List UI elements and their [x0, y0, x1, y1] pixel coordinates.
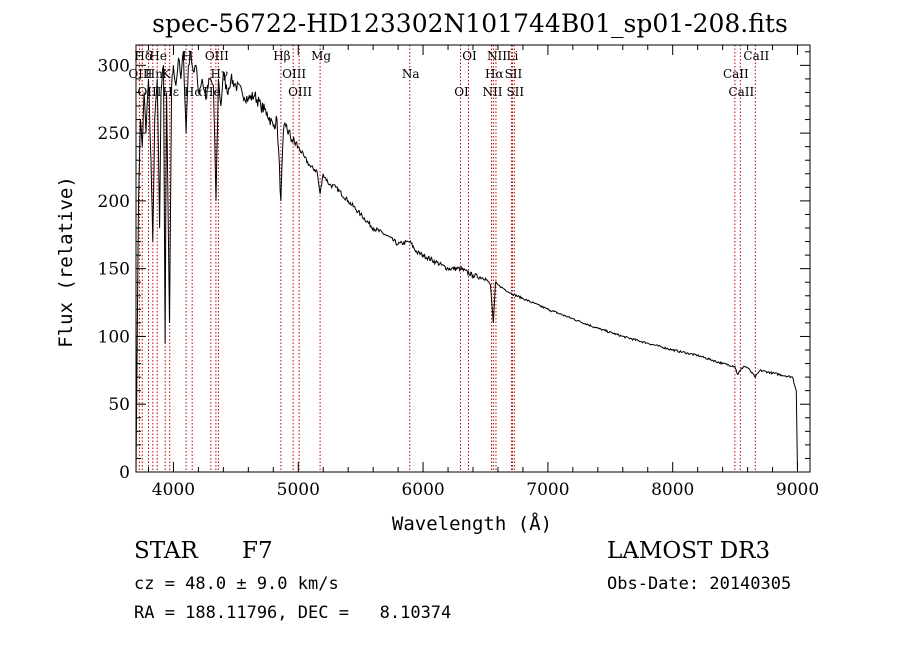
y-tick-label: 300: [98, 56, 130, 76]
line-marker-label: OI: [462, 49, 477, 63]
y-tick-label: 0: [119, 463, 130, 483]
line-marker-label: NII: [482, 85, 502, 99]
line-markers: [138, 45, 756, 472]
x-tick-label: 6000: [401, 480, 444, 500]
line-marker-label: OIII: [282, 67, 306, 81]
line-marker-label: Mg: [311, 49, 331, 63]
line-marker-label: Hβ: [273, 49, 290, 63]
x-tick-label: 4000: [152, 480, 195, 500]
line-marker-label: OIII: [128, 67, 152, 81]
line-marker-label: CaII: [743, 49, 769, 63]
y-tick-label: 100: [98, 327, 130, 347]
obs-date: Obs-Date: 20140305: [607, 574, 792, 594]
line-marker-label: CaII: [728, 85, 754, 99]
line-marker-label: OIII: [137, 85, 161, 99]
x-axis: 4000 5000 6000 7000 8000 9000: [147, 45, 819, 500]
line-marker-label: CaII: [723, 67, 749, 81]
y-tick-label: 50: [108, 395, 130, 415]
line-marker-label: Hn: [145, 67, 163, 81]
survey-name: LAMOST DR3: [607, 538, 771, 564]
chart-title: spec-56722-HD123302N101744B01_sp01-208.f…: [152, 9, 788, 38]
line-marker-label: Hγ: [211, 67, 229, 81]
y-tick-label: 250: [98, 124, 130, 144]
y-tick-label: 150: [98, 260, 130, 280]
line-marker-label: Na: [402, 67, 420, 81]
line-marker-label: OIII: [205, 49, 229, 63]
line-marker-label: SII: [505, 67, 523, 81]
line-marker-label: Hδ: [134, 49, 152, 63]
line-marker-label: NII: [487, 49, 507, 63]
line-marker-label: Hα: [485, 67, 504, 81]
x-tick-label: 8000: [651, 480, 694, 500]
line-marker-label: K: [162, 67, 172, 81]
line-marker-label: OIII: [288, 85, 312, 99]
line-marker-label: SII: [506, 85, 524, 99]
y-axis: 0 50 100 150 200 250 300: [98, 51, 810, 483]
line-marker-label: He: [203, 85, 221, 99]
object-class: STAR: [134, 538, 198, 564]
line-marker-label: OI: [454, 85, 469, 99]
x-tick-label: 5000: [277, 480, 320, 500]
spectrum-series-line: [135, 50, 798, 473]
line-marker-label: He: [149, 49, 167, 63]
x-tick-label: 7000: [526, 480, 569, 500]
line-marker-label: H: [182, 49, 192, 63]
y-axis-label: Flux (relative): [55, 176, 77, 348]
line-marker-label: Li: [507, 49, 519, 63]
coordinates-info: RA = 188.11796, DEC = 8.10374: [134, 603, 452, 623]
x-axis-label: Wavelength (Å): [392, 512, 552, 535]
line-marker-labels: Hδ K Hε H OIII OIII He Hn Hα OIII Hγ He Hβ OIII OIII Mg…: [128, 49, 769, 99]
x-tick-label: 9000: [776, 480, 819, 500]
redshift-info: cz = 48.0 ± 9.0 km/s: [134, 574, 339, 594]
y-tick-label: 200: [98, 192, 130, 212]
plot-frame: [135, 44, 811, 473]
line-marker-label: Hα: [184, 85, 203, 99]
line-marker-label: Hε: [162, 85, 179, 99]
object-subclass: F7: [242, 538, 273, 564]
